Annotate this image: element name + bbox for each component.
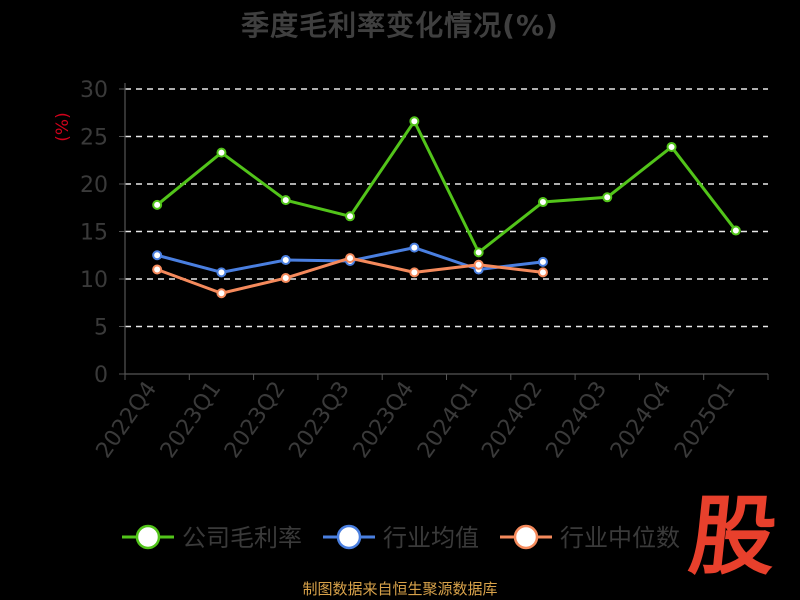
data-point (602, 192, 613, 203)
data-point (152, 250, 163, 261)
data-point (216, 267, 227, 278)
data-point (666, 141, 677, 152)
y-tick-label: 10 (80, 268, 108, 293)
data-point (473, 259, 484, 270)
y-tick-label: 20 (80, 173, 108, 198)
data-point (216, 147, 227, 158)
y-tick-label: 0 (94, 363, 108, 388)
data-point (152, 264, 163, 275)
source-note: 制图数据来自恒生聚源数据库 (302, 580, 498, 598)
legend-label: 行业均值 (383, 524, 479, 552)
x-tick-label: 2023Q2 (220, 377, 291, 463)
data-point (280, 255, 291, 265)
y-tick-label: 30 (80, 78, 108, 103)
chart-title: 季度毛利率变化情况(%) (241, 9, 559, 42)
data-point (280, 273, 291, 284)
legend-marker (336, 524, 362, 550)
x-tick-label: 2024Q2 (477, 377, 548, 463)
y-tick-label: 25 (80, 126, 108, 151)
data-point (216, 288, 227, 299)
data-point (409, 242, 420, 253)
data-point (152, 199, 163, 210)
data-point (730, 225, 741, 236)
data-point (409, 116, 420, 127)
legend-label: 公司毛利率 (182, 524, 302, 552)
data-point (345, 253, 356, 264)
legend-marker (135, 524, 161, 550)
data-point (473, 247, 484, 258)
data-point (345, 211, 356, 222)
data-point (537, 267, 548, 278)
data-point (409, 267, 420, 278)
y-tick-label: 5 (94, 316, 108, 341)
data-point (537, 256, 548, 267)
x-tick-label: 2024Q4 (606, 377, 677, 463)
legend-label: 行业中位数 (560, 524, 680, 552)
x-tick-label: 2024Q3 (542, 377, 613, 463)
x-tick-label: 2023Q4 (349, 377, 420, 463)
x-tick-label: 2023Q3 (284, 377, 355, 463)
legend-marker (513, 524, 539, 550)
data-point (537, 197, 548, 208)
x-tick-label: 2025Q1 (670, 377, 741, 463)
data-point (280, 195, 291, 206)
y-axis-label: (%) (53, 112, 73, 141)
series-line (156, 119, 738, 254)
x-tick-label: 2024Q1 (413, 377, 484, 463)
brand-logo: 股 (684, 486, 782, 587)
y-tick-label: 15 (80, 221, 108, 246)
series-layer (152, 116, 741, 299)
legend: 公司毛利率 行业均值 行业中位数 (122, 524, 680, 552)
x-tick-label: 2022Q4 (92, 377, 163, 463)
x-tick-label: 2023Q1 (156, 377, 227, 463)
